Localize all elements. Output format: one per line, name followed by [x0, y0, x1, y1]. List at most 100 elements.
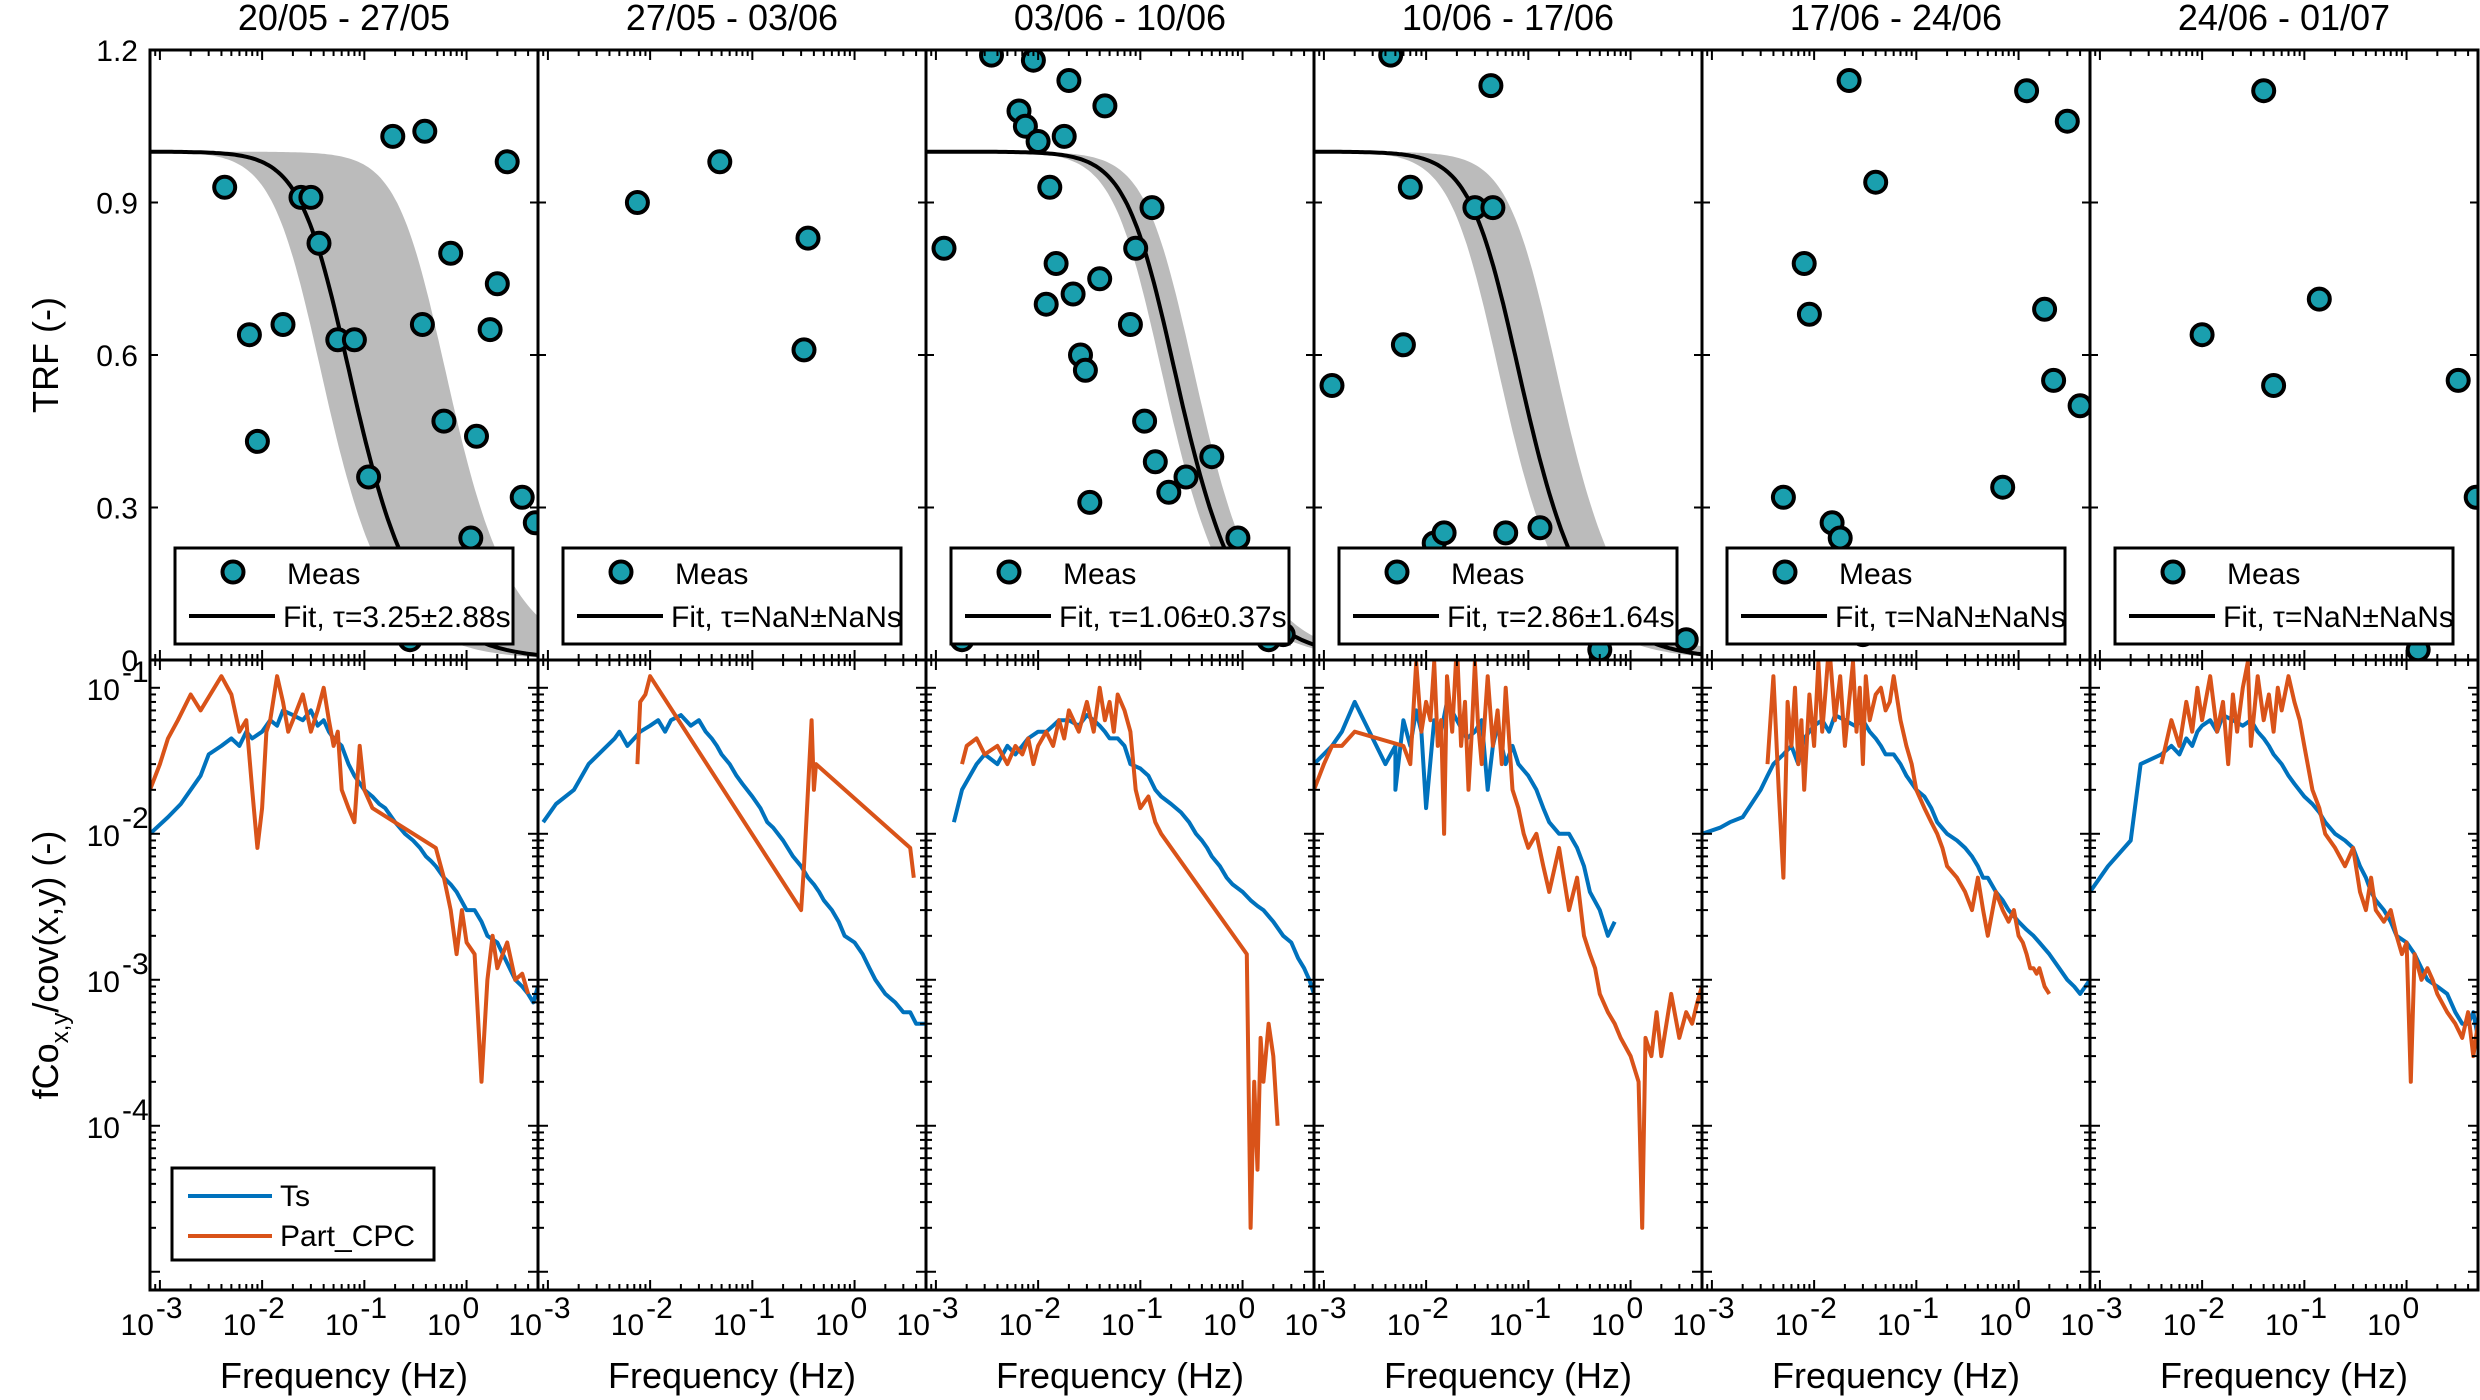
- xtick-exp: 0: [463, 1292, 480, 1325]
- trf-legend: Meas Fit, τ=1.06±0.37s: [949, 546, 1291, 646]
- xtick-exp: -3: [932, 1292, 959, 1325]
- meas-point: [1319, 373, 1345, 398]
- xtick-exp: -3: [544, 1292, 571, 1325]
- meas-point: [1037, 174, 1063, 200]
- xtick-exp: -2: [1422, 1292, 1449, 1325]
- legend-meas-label: Meas: [1839, 558, 1912, 591]
- trf-legend: Meas Fit, τ=3.25±2.88s: [173, 546, 515, 646]
- legend-meas-marker: [608, 559, 634, 585]
- xtick-exp: -1: [1136, 1292, 1163, 1325]
- cosp-ytick-label: 10: [87, 820, 120, 853]
- cpc-series: [150, 674, 531, 1084]
- meas-point: [1060, 281, 1086, 307]
- meas-point: [791, 337, 817, 363]
- trf-plot: [624, 149, 821, 363]
- xtick-label: 10: [999, 1309, 1032, 1342]
- xlabel: Frequency (Hz): [996, 1355, 1244, 1396]
- meas-point: [458, 525, 484, 551]
- meas-point: [1431, 520, 1457, 546]
- cpc-series: [1765, 660, 2051, 995]
- meas-point: [2041, 367, 2067, 393]
- meas-point: [1056, 68, 1082, 93]
- legend-ts-label: Ts: [280, 1180, 310, 1213]
- xtick-exp: -2: [2198, 1292, 2225, 1325]
- xtick-label: 10: [1979, 1309, 2012, 1342]
- legend-fit-label: Fit, τ=2.86±1.64s: [1447, 601, 1675, 634]
- meas-point: [412, 118, 438, 144]
- xtick-exp: -2: [1810, 1292, 1837, 1325]
- meas-point: [1478, 73, 1504, 99]
- xtick-exp: 0: [2015, 1292, 2032, 1325]
- cosp-ylabel-sub: x,y: [47, 1013, 74, 1044]
- xtick-exp: -2: [646, 1292, 673, 1325]
- meas-point: [1139, 195, 1165, 221]
- ts-series: [150, 708, 538, 1005]
- meas-point: [270, 312, 296, 337]
- meas-point: [438, 240, 464, 266]
- xlabel: Frequency (Hz): [1772, 1355, 2020, 1396]
- meas-point: [2306, 286, 2332, 312]
- xtick-label: 10: [611, 1309, 644, 1342]
- meas-point: [1390, 332, 1416, 358]
- xtick-exp: -2: [258, 1292, 285, 1325]
- meas-point: [356, 464, 382, 490]
- meas-point: [1863, 169, 1889, 195]
- meas-point: [1025, 129, 1051, 154]
- xtick-label: 10: [509, 1309, 542, 1342]
- xtick-label: 10: [223, 1309, 256, 1342]
- meas-point: [2032, 296, 2058, 322]
- xtick-exp: 0: [2403, 1292, 2420, 1325]
- xlabel: Frequency (Hz): [608, 1355, 856, 1396]
- panel-title: 20/05 - 27/05: [238, 0, 450, 38]
- trf-legend: Meas Fit, τ=NaN±NaNs: [2113, 546, 2455, 646]
- legend-meas-label: Meas: [1451, 558, 1524, 591]
- fit-uncertainty-band: [1314, 151, 1702, 657]
- cosp-ylabel: fCox,y/cov(x,y) (-): [25, 831, 74, 1100]
- cpc-series: [1314, 660, 1702, 1230]
- xtick-label: 10: [2163, 1309, 2196, 1342]
- legend-cpc-label: Part_CPC: [280, 1220, 415, 1253]
- meas-point: [306, 230, 332, 256]
- meas-point: [1173, 464, 1199, 490]
- xlabel: Frequency (Hz): [2160, 1355, 2408, 1396]
- meas-point: [1199, 444, 1225, 470]
- meas-point: [477, 317, 503, 343]
- meas-point: [1493, 520, 1519, 546]
- meas-point: [1796, 301, 1822, 327]
- panel-title: 10/06 - 17/06: [1402, 0, 1614, 38]
- meas-point: [1527, 515, 1553, 541]
- meas-point: [624, 190, 650, 215]
- meas-point: [2067, 393, 2090, 419]
- meas-point: [1397, 174, 1423, 200]
- meas-point: [795, 225, 821, 251]
- cospectra-plot: [541, 674, 926, 1026]
- xtick-exp: -1: [2300, 1292, 2327, 1325]
- cosp-ytick-label: 10: [87, 1112, 120, 1145]
- meas-point: [1225, 525, 1251, 551]
- meas-point: [380, 123, 406, 149]
- meas-point: [2445, 367, 2471, 393]
- meas-point: [1770, 484, 1796, 510]
- meas-point: [1378, 50, 1404, 68]
- meas-point: [431, 408, 457, 434]
- cosp-ylabel-main: fCo: [25, 1043, 66, 1099]
- meas-point: [707, 149, 733, 175]
- cosp-ytick-exp: -4: [122, 1094, 149, 1127]
- meas-point: [1077, 489, 1103, 515]
- meas-point: [2014, 78, 2040, 104]
- panel-title: 03/06 - 10/06: [1014, 0, 1226, 38]
- meas-point: [244, 428, 270, 454]
- fit-uncertainty-band: [150, 151, 538, 658]
- cospectra-plot: [1702, 660, 2090, 996]
- legend-meas-marker: [1772, 559, 1798, 585]
- meas-point: [1673, 627, 1699, 653]
- xlabel: Frequency (Hz): [220, 1355, 468, 1396]
- xtick-exp: -1: [360, 1292, 387, 1325]
- cosp-ytick-exp: -2: [122, 802, 149, 835]
- legend-fit-label: Fit, τ=1.06±0.37s: [1059, 601, 1287, 634]
- xtick-exp: -2: [1034, 1292, 1061, 1325]
- cpc-series: [2159, 660, 2478, 1084]
- meas-point: [464, 423, 489, 449]
- meas-point: [2054, 108, 2080, 134]
